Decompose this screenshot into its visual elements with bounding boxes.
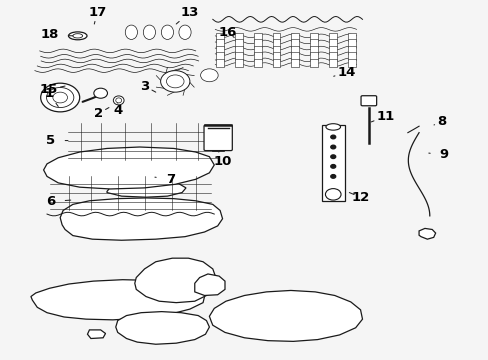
Ellipse shape <box>113 96 124 105</box>
Circle shape <box>166 75 183 88</box>
Polygon shape <box>194 274 224 296</box>
FancyBboxPatch shape <box>360 96 376 106</box>
Text: 6: 6 <box>46 195 71 208</box>
Circle shape <box>41 83 80 112</box>
Bar <box>235 33 243 41</box>
Bar <box>272 40 280 47</box>
Ellipse shape <box>116 98 122 103</box>
Circle shape <box>53 92 67 103</box>
Text: 10: 10 <box>213 150 232 168</box>
Text: 11: 11 <box>370 110 394 123</box>
Polygon shape <box>87 330 105 338</box>
Text: 12: 12 <box>348 191 369 204</box>
Bar <box>216 33 224 41</box>
Circle shape <box>325 189 340 200</box>
Bar <box>272 52 280 60</box>
Text: 8: 8 <box>433 116 446 129</box>
Bar <box>309 59 317 67</box>
Bar <box>272 33 280 41</box>
Polygon shape <box>107 181 185 197</box>
Bar <box>272 46 280 54</box>
Ellipse shape <box>179 25 191 40</box>
Bar <box>253 52 261 60</box>
Text: 1: 1 <box>45 87 58 107</box>
Bar <box>347 46 355 54</box>
Text: 2: 2 <box>94 107 109 120</box>
Bar <box>253 40 261 47</box>
Text: 5: 5 <box>46 134 68 147</box>
Polygon shape <box>116 312 209 344</box>
FancyBboxPatch shape <box>203 125 232 150</box>
Bar <box>216 40 224 47</box>
Text: 17: 17 <box>88 6 106 24</box>
Bar <box>253 59 261 67</box>
Text: 18: 18 <box>40 28 73 41</box>
Ellipse shape <box>73 34 82 38</box>
Text: 15: 15 <box>39 83 65 96</box>
Circle shape <box>330 155 335 158</box>
Circle shape <box>330 145 335 149</box>
Text: 7: 7 <box>155 173 175 186</box>
Bar <box>347 40 355 47</box>
Bar <box>235 40 243 47</box>
Bar <box>291 46 299 54</box>
Bar <box>347 52 355 60</box>
Circle shape <box>94 88 107 98</box>
Circle shape <box>200 69 218 82</box>
Ellipse shape <box>125 25 137 40</box>
Text: 13: 13 <box>176 6 199 24</box>
Text: 3: 3 <box>140 80 156 93</box>
Bar <box>235 59 243 67</box>
Circle shape <box>46 87 74 108</box>
Text: 9: 9 <box>428 148 448 161</box>
Bar <box>347 59 355 67</box>
Bar <box>216 46 224 54</box>
Bar <box>328 33 336 41</box>
Bar <box>328 59 336 67</box>
Text: 14: 14 <box>333 66 355 79</box>
Bar <box>328 52 336 60</box>
Bar <box>291 40 299 47</box>
Bar <box>235 46 243 54</box>
Bar <box>309 33 317 41</box>
Bar <box>291 52 299 60</box>
Polygon shape <box>135 258 216 303</box>
Bar <box>272 59 280 67</box>
Circle shape <box>330 175 335 178</box>
Polygon shape <box>31 280 204 320</box>
Polygon shape <box>43 147 214 189</box>
Bar <box>328 46 336 54</box>
Bar <box>309 52 317 60</box>
Polygon shape <box>418 228 435 239</box>
Ellipse shape <box>325 124 340 130</box>
Circle shape <box>160 71 189 92</box>
Circle shape <box>330 165 335 168</box>
Text: 4: 4 <box>113 103 122 117</box>
Bar <box>347 33 355 41</box>
Bar <box>309 40 317 47</box>
Bar <box>328 40 336 47</box>
Bar <box>291 33 299 41</box>
Bar <box>309 46 317 54</box>
Bar <box>321 126 344 201</box>
Bar <box>291 59 299 67</box>
Ellipse shape <box>68 32 87 40</box>
Ellipse shape <box>161 25 173 40</box>
Circle shape <box>330 135 335 139</box>
Bar <box>253 33 261 41</box>
Polygon shape <box>209 291 362 341</box>
Polygon shape <box>60 198 222 240</box>
Ellipse shape <box>143 25 155 40</box>
Text: 16: 16 <box>218 26 236 39</box>
Bar <box>235 52 243 60</box>
Bar <box>216 59 224 67</box>
Bar <box>253 46 261 54</box>
Bar <box>216 52 224 60</box>
